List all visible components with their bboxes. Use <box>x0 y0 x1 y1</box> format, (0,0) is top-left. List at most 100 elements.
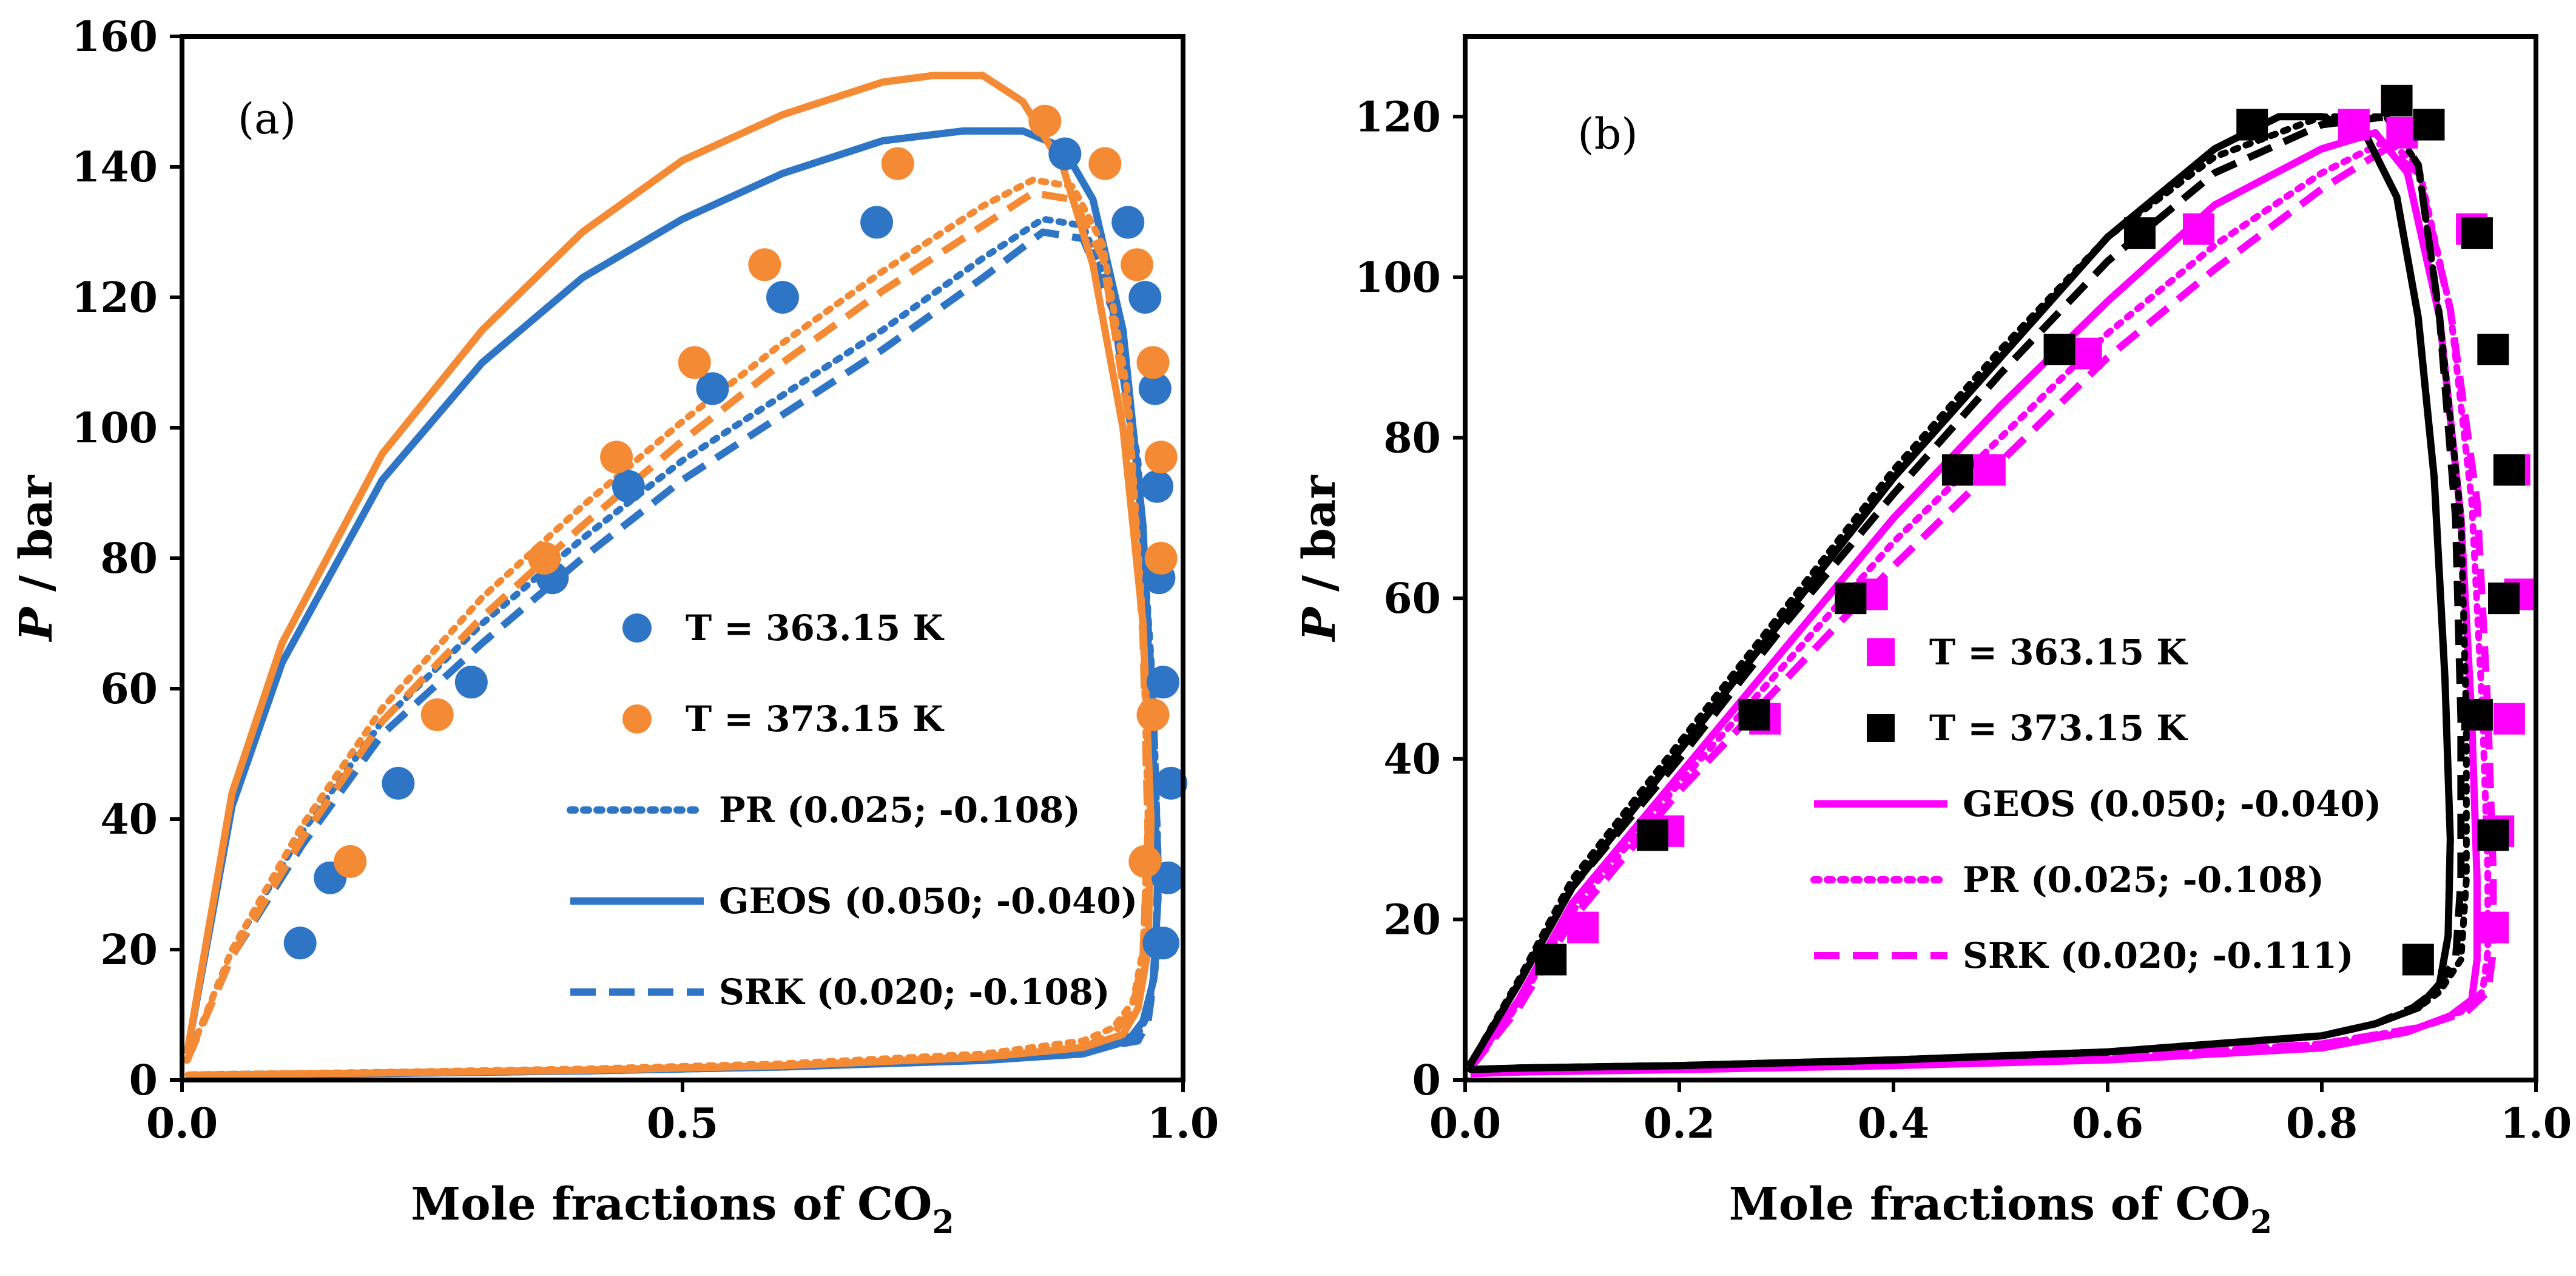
data-point <box>2386 116 2418 149</box>
legend-item: T = 373.15 K <box>1867 707 2188 749</box>
y-tick-label: 60 <box>1383 575 1441 623</box>
series-line-1 <box>1467 137 2492 1077</box>
x-tick-label: 0.2 <box>1644 1099 1715 1148</box>
point-series-1 <box>1535 84 2525 976</box>
y-tick-label: 0 <box>129 1056 158 1105</box>
x-tick-label: 1.0 <box>2500 1099 2572 1148</box>
series-line-0 <box>1467 129 2481 1078</box>
legend-label: T = 363.15 K <box>686 607 945 649</box>
y-tick-label: 80 <box>1383 414 1441 463</box>
x-tick-label: 0.6 <box>2072 1099 2143 1148</box>
y-tick-label: 140 <box>72 143 158 192</box>
data-point <box>1144 441 1178 474</box>
data-point <box>2338 109 2370 141</box>
y-tick-label: 0 <box>1412 1056 1441 1105</box>
curves <box>1467 113 2497 1078</box>
y-axis-label: P / bar <box>10 475 62 643</box>
series-line-4 <box>183 177 1151 1078</box>
data-point <box>1136 346 1170 379</box>
x-tick-label: 0.0 <box>1429 1099 1501 1148</box>
data-point <box>1121 248 1154 282</box>
legend-label: T = 373.15 K <box>1929 707 2188 749</box>
data-point <box>1144 542 1178 575</box>
data-point <box>454 666 488 699</box>
legend: T = 363.15 K T = 373.15 K PR (0.025; -0.10… <box>567 607 1138 1013</box>
series-line-5 <box>183 189 1152 1079</box>
legend-label: PR (0.025; -0.108) <box>719 789 1081 831</box>
legend-item: T = 373.15 K <box>622 698 945 740</box>
series-line-4 <box>1467 113 2470 1073</box>
legend-label: PR (0.025; -0.108) <box>1963 859 2324 900</box>
legend-label: SRK (0.020; -0.108) <box>719 971 1110 1013</box>
y-tick-label: 100 <box>72 404 158 453</box>
data-point <box>2477 334 2509 365</box>
data-point <box>2070 337 2102 370</box>
data-point <box>1028 104 1062 138</box>
y-tick-label: 120 <box>1355 93 1441 141</box>
data-point <box>678 346 711 379</box>
data-point <box>860 206 894 239</box>
series-line-0 <box>183 215 1162 1078</box>
legend-label: GEOS (0.050; -0.040) <box>719 880 1138 922</box>
y-tick-label: 20 <box>100 926 158 974</box>
y-tick-label: 160 <box>72 13 158 61</box>
data-point <box>1147 666 1179 699</box>
data-point <box>2123 217 2156 249</box>
legend-item: SRK (0.020; -0.111) <box>1814 935 2354 976</box>
x-axis-label: Mole fractions of CO2 <box>1729 1178 2272 1241</box>
data-point <box>1567 911 1599 943</box>
legend-item: PR (0.025; -0.108) <box>567 789 1081 831</box>
data-point <box>1136 698 1170 731</box>
data-point <box>1835 582 1867 615</box>
data-point <box>2493 454 2525 486</box>
data-point <box>1941 454 1974 486</box>
y-tick-label: 20 <box>1383 896 1441 944</box>
data-point <box>1088 147 1122 180</box>
legend-item: T = 363.15 K <box>1867 632 2188 673</box>
panel-label: (b) <box>1577 109 1637 159</box>
series-line-1 <box>183 127 1162 1079</box>
x-tick-label: 1.0 <box>1147 1099 1219 1148</box>
series-line-2 <box>183 228 1162 1079</box>
legend-marker <box>622 704 652 734</box>
data-point <box>1636 819 1668 851</box>
data-point <box>1128 281 1162 314</box>
data-point <box>2461 699 2493 731</box>
data-point <box>1048 137 1082 170</box>
data-point <box>766 281 799 314</box>
legend-marker <box>622 613 652 643</box>
series-line-2 <box>1468 145 2497 1078</box>
curves <box>183 72 1162 1079</box>
data-point <box>1151 861 1185 894</box>
y-tick-label: 80 <box>100 535 158 583</box>
legend-label: GEOS (0.050; -0.040) <box>1963 783 2381 825</box>
legend-marker <box>1867 638 1895 666</box>
series-line-3 <box>1467 113 2454 1073</box>
chart-panel-b: 0.0 0.2 0.4 0.6 0.8 1.0 0 20 40 60 80 100 120 Mole fr… <box>1293 34 2572 1241</box>
data-point <box>2043 334 2075 365</box>
data-point <box>748 248 781 282</box>
y-axis-label: P / bar <box>1293 475 1346 643</box>
data-point <box>382 766 415 800</box>
data-point <box>2413 109 2445 141</box>
data-point <box>2461 217 2493 249</box>
data-point <box>612 470 645 503</box>
legend-item: GEOS (0.050; -0.040) <box>1814 783 2381 825</box>
data-point <box>283 927 317 960</box>
point-series-0 <box>283 137 1188 960</box>
legend-label: SRK (0.020; -0.111) <box>1963 935 2354 976</box>
data-point <box>1141 470 1174 503</box>
data-point <box>2493 703 2525 735</box>
data-point <box>1142 927 1176 960</box>
panel-label: (a) <box>238 94 296 144</box>
legend-item: T = 363.15 K <box>622 607 945 649</box>
data-point <box>420 698 454 731</box>
data-point <box>1738 699 1770 731</box>
plot-frame <box>1463 34 2538 1082</box>
data-point <box>881 147 914 180</box>
legend: T = 363.15 K T = 373.15 K GEOS (0.050; -0.… <box>1810 632 2381 976</box>
plot-frame <box>180 34 1185 1082</box>
y-tick-label: 120 <box>72 274 158 322</box>
chart-panel-a: 0.0 0.5 1.0 0 20 40 60 80 100 120 140 160 Mole fract… <box>10 13 1219 1241</box>
